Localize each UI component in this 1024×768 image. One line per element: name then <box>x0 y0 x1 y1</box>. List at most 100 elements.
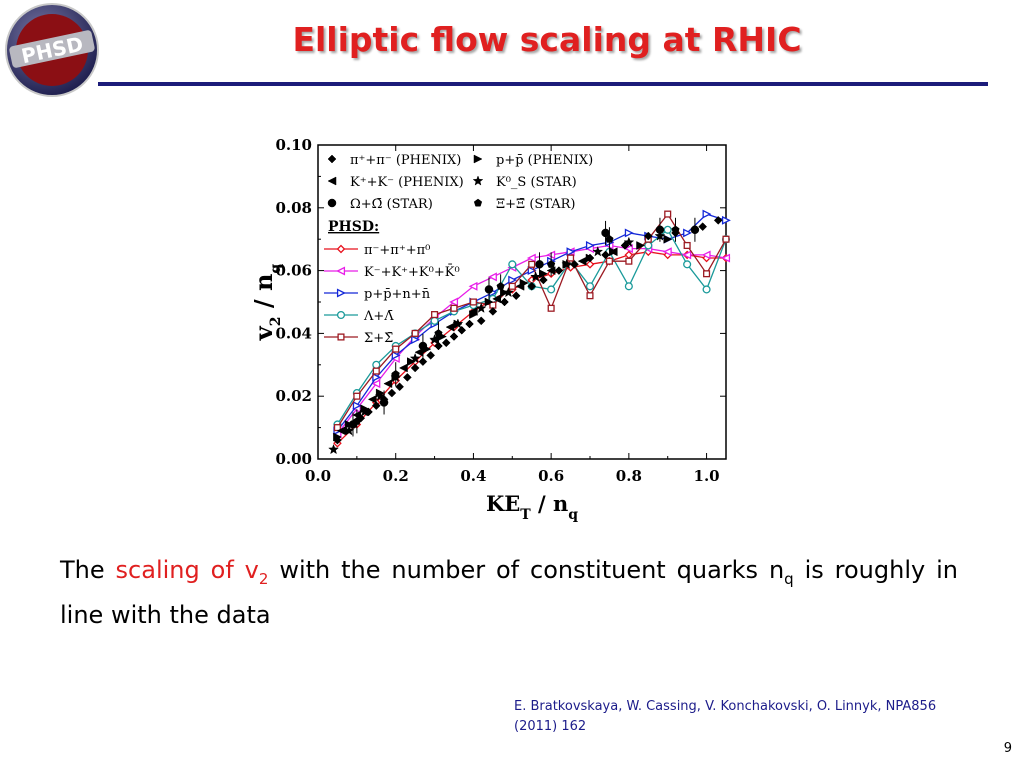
data-point <box>535 260 544 269</box>
reference: E. Bratkovskaya, W. Cassing, V. Konchako… <box>514 697 974 737</box>
body-text-3: is roughly in line with the data <box>60 556 958 629</box>
body-highlight: scaling of v2 <box>115 556 269 588</box>
data-point <box>592 246 604 257</box>
data-point <box>547 260 556 268</box>
data-point <box>623 236 635 247</box>
model-point <box>353 392 361 400</box>
data-point <box>457 325 467 335</box>
data-point <box>496 281 505 290</box>
legend-marker <box>336 244 346 254</box>
x-tick-label: 0.4 <box>460 467 486 485</box>
legend-label: K⁻+K⁺+K⁰+K̄⁰ <box>364 264 460 280</box>
data-point <box>469 310 478 319</box>
data-point <box>690 225 700 235</box>
model-point <box>585 282 595 291</box>
legend-label: Ω+Ω̄ (STAR) <box>350 197 433 212</box>
model-point <box>585 241 595 250</box>
x-tick-label: 0.2 <box>383 467 409 485</box>
body-paragraph: The scaling of v2 with the number of con… <box>60 552 958 633</box>
legend: π⁺+π⁻ (PHENIX) K⁺+K⁻ (PHENIX) Ω+Ω̄ (STAR) p… <box>324 153 593 346</box>
legend-label: π⁺+π⁻ (PHENIX) <box>350 153 461 168</box>
model-point <box>721 215 731 225</box>
x-tick-label: 0.6 <box>538 467 564 485</box>
x-tick-label: 1.0 <box>694 467 720 485</box>
model-point <box>488 272 497 282</box>
data-point <box>492 294 501 304</box>
data-point <box>371 401 381 410</box>
y-tick-label: 0.00 <box>275 450 312 468</box>
data-point <box>426 351 436 360</box>
data-point <box>585 253 595 263</box>
model-point <box>644 241 653 250</box>
x-tick-label: 0.0 <box>305 467 331 485</box>
legend-label: p+p̄+n+n̄ <box>364 287 431 302</box>
model-point <box>468 281 478 291</box>
data-point <box>539 269 548 279</box>
model-point <box>508 260 517 269</box>
data-series-4 <box>328 230 666 455</box>
data-point <box>359 406 371 417</box>
title-underline <box>98 82 988 86</box>
model-point <box>683 260 692 269</box>
data-point <box>519 278 529 288</box>
data-point <box>663 234 673 244</box>
y-tick-label: 0.10 <box>275 136 312 154</box>
x-tick-label: 0.8 <box>616 467 642 485</box>
model-point <box>567 254 575 262</box>
data-point <box>577 256 587 266</box>
model-point <box>469 298 477 306</box>
model-point <box>528 260 536 268</box>
data-point <box>605 234 614 243</box>
model-point <box>662 247 672 257</box>
data-point <box>475 302 487 313</box>
data-point <box>407 357 416 367</box>
model-point <box>372 367 380 375</box>
model-point <box>702 285 711 294</box>
model-point <box>371 379 381 389</box>
data-point <box>387 388 397 398</box>
model-point <box>391 350 401 360</box>
data-point <box>343 425 355 436</box>
data-point <box>654 230 666 241</box>
data-point <box>441 338 451 348</box>
legend-label: Σ+Σ̄ <box>364 331 393 346</box>
model-point <box>449 297 459 307</box>
legend-label: K⁺+K⁻ (PHENIX) <box>350 175 464 190</box>
data-point <box>561 258 573 269</box>
legend-marker <box>473 154 483 164</box>
legend-marker <box>327 154 337 164</box>
data-point <box>418 357 428 367</box>
data-point <box>484 297 494 307</box>
data-point <box>333 432 342 442</box>
body-text-2: with the number of constituent quarks n <box>268 556 785 584</box>
data-point <box>484 285 494 294</box>
model-point <box>411 329 419 337</box>
model-point <box>625 257 633 265</box>
model-point <box>372 360 381 369</box>
data-point <box>409 352 421 364</box>
model-point <box>508 275 518 285</box>
y-tick-label: 0.02 <box>275 387 312 405</box>
data-point <box>502 286 514 298</box>
body-text-1: The <box>60 556 116 584</box>
data-point <box>554 266 564 275</box>
y-tick-label: 0.06 <box>275 262 312 280</box>
data-point <box>570 259 579 269</box>
data-point <box>452 318 464 329</box>
data-point <box>367 394 377 404</box>
data-point <box>403 373 412 382</box>
data-point <box>511 291 521 301</box>
model-point <box>701 250 711 260</box>
plot-frame <box>317 144 727 460</box>
data-point <box>500 297 509 307</box>
model-point <box>526 253 536 263</box>
legend-label: π⁻+π⁺+π⁰ <box>364 243 430 258</box>
data-point <box>336 426 346 436</box>
body-sub-q: q <box>784 569 794 588</box>
model-point <box>624 282 633 291</box>
reference-line-2: (2011) 162 <box>514 719 587 734</box>
data-point <box>395 382 404 392</box>
model-point <box>722 235 730 243</box>
model-point <box>450 304 458 312</box>
page-number: 9 <box>1003 741 1012 756</box>
